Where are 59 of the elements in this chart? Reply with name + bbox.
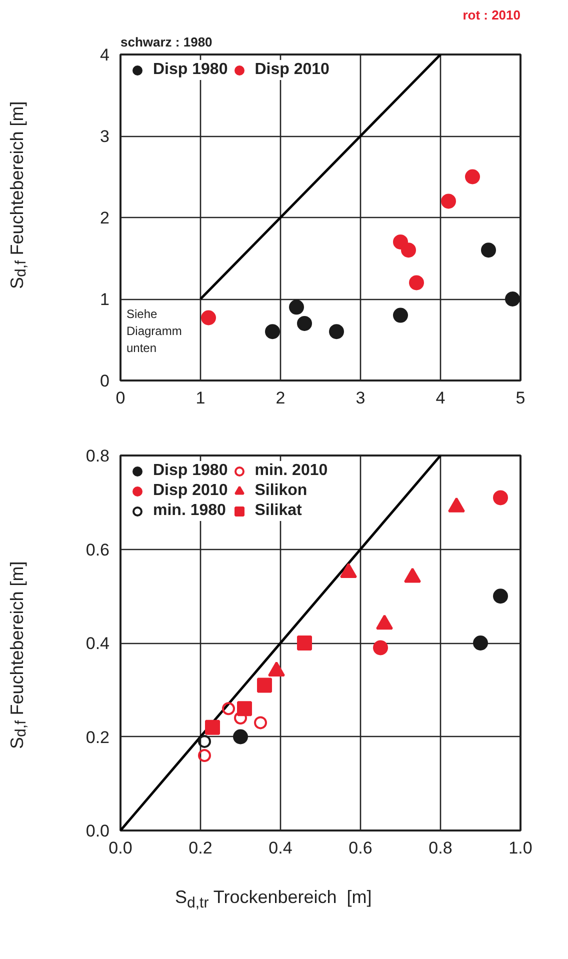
x-tick-label: 2 xyxy=(276,388,286,408)
y-tick-label: 4 xyxy=(100,46,110,64)
point xyxy=(237,701,252,716)
legend-label: min. 1980 xyxy=(153,502,226,520)
legend-label: Disp 1980 xyxy=(153,61,228,79)
point xyxy=(233,729,248,744)
point xyxy=(198,734,211,748)
x-tick-label: 0.2 xyxy=(188,838,212,858)
y-tick-label: 0.2 xyxy=(86,728,110,747)
x-tick-label: 5 xyxy=(516,388,526,408)
x-tick-label: 1.0 xyxy=(508,838,532,858)
point xyxy=(481,242,496,258)
point xyxy=(201,310,216,326)
legend-label: Disp 2010 xyxy=(254,61,330,79)
legend-label: Disp 2010 xyxy=(153,482,228,500)
point xyxy=(254,716,267,730)
legend-label: Silikon xyxy=(254,482,308,500)
x-tick-label: 0.6 xyxy=(348,838,372,858)
legend-label: min. 2010 xyxy=(254,462,328,480)
y-tick-label: 1 xyxy=(100,290,110,309)
x-tick-label: 4 xyxy=(436,388,446,408)
text: rot : 2010 xyxy=(462,8,521,22)
text: schwarz : 1980 xyxy=(120,34,212,50)
point xyxy=(493,490,508,506)
point xyxy=(289,300,304,315)
annotation: Siehe Diagramm unten xyxy=(126,307,182,355)
point xyxy=(329,324,344,340)
x-tick-label: 0 xyxy=(116,388,126,408)
point xyxy=(265,324,280,340)
x-tick-label: 0.4 xyxy=(268,838,292,858)
legend-label: Silikat xyxy=(254,502,302,520)
point xyxy=(473,636,488,650)
y-tick-label: 0 xyxy=(100,372,110,390)
x-tick-label: 0.8 xyxy=(428,838,452,858)
y-tick-label: 3 xyxy=(100,127,110,146)
y-tick-label: 0.4 xyxy=(86,634,110,653)
point xyxy=(198,749,211,762)
point xyxy=(297,636,312,650)
point xyxy=(205,720,220,735)
point xyxy=(493,588,508,604)
point xyxy=(465,169,480,184)
x-tick-label: 1 xyxy=(196,388,206,408)
y-tick-label: 0.6 xyxy=(86,540,110,560)
point xyxy=(401,242,416,258)
point xyxy=(409,275,424,290)
point xyxy=(393,308,408,323)
point xyxy=(441,194,456,209)
point xyxy=(373,640,388,656)
y-tick-label: 0.8 xyxy=(86,446,110,466)
x-tick-label: 3 xyxy=(356,388,366,408)
point xyxy=(222,702,235,716)
y-tick-label: 0.0 xyxy=(86,822,110,840)
point xyxy=(257,678,272,693)
point xyxy=(234,712,247,724)
legend-label: Disp 1980 xyxy=(153,462,228,480)
y-tick-label: 2 xyxy=(100,208,110,228)
x-axis-title: S$_{d,tr}$ Trockenbereich [m] xyxy=(175,886,372,914)
point xyxy=(297,316,312,331)
point xyxy=(505,292,520,306)
